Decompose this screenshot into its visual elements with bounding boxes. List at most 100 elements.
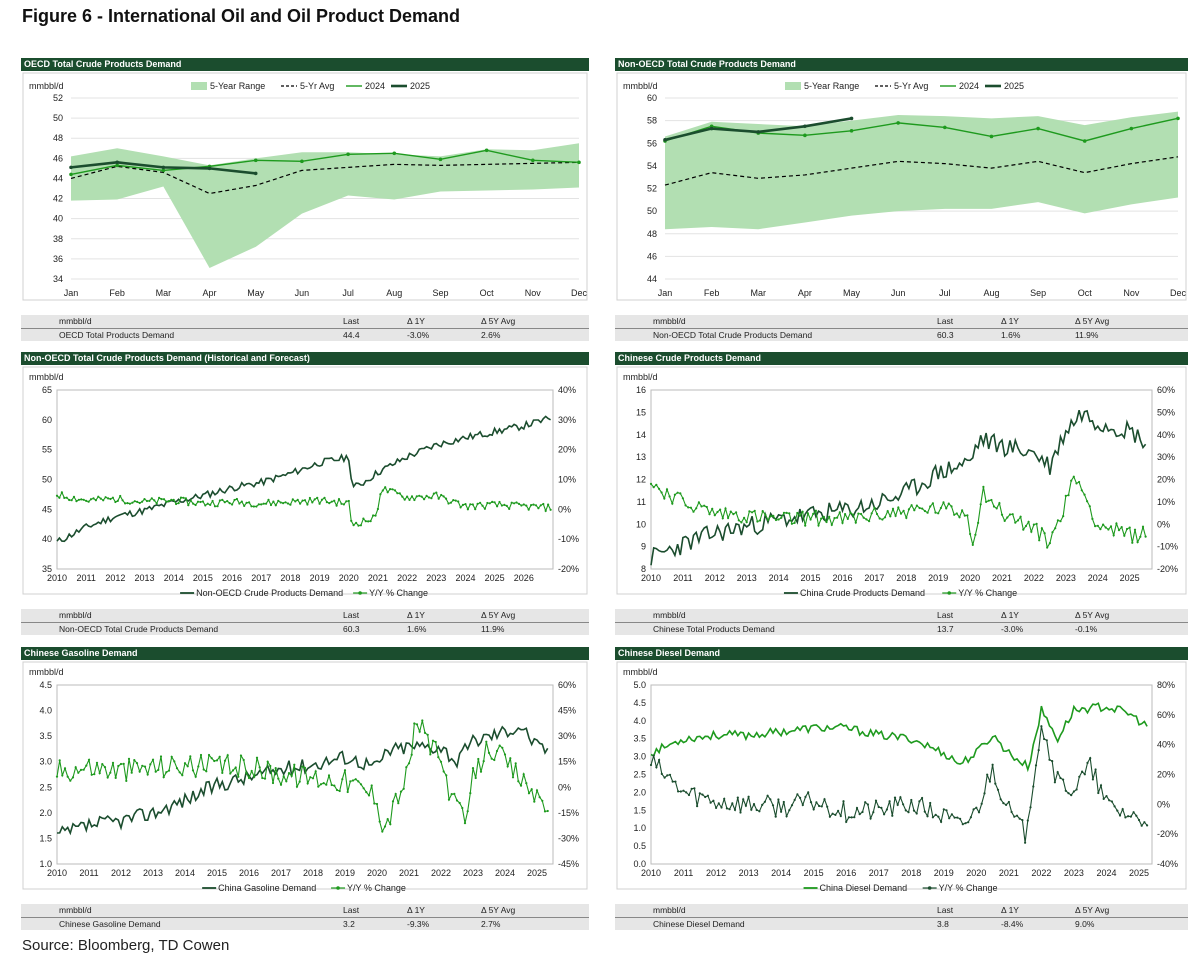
- x-tick-label: 2018: [303, 868, 323, 878]
- series-yoy-point: [942, 808, 945, 811]
- series-yoy-point: [274, 504, 277, 507]
- series-yoy-point: [101, 763, 104, 766]
- series-yoy-point: [1051, 531, 1054, 534]
- stats-d5y: 2.6%: [481, 330, 501, 340]
- series-yoy-point: [956, 816, 959, 819]
- series-yoy-point: [850, 816, 853, 819]
- series-yoy-point: [1113, 805, 1116, 808]
- legend-label: China Crude Products Demand: [800, 588, 925, 598]
- x-tick-label: Jan: [658, 288, 673, 298]
- x-tick-label: Nov: [1123, 288, 1140, 298]
- x-tick-label: Apr: [798, 288, 812, 298]
- stats-d1y: -9.3%: [407, 919, 430, 929]
- x-tick-label: 2017: [271, 868, 291, 878]
- series-yoy-point: [687, 793, 691, 797]
- series-yoy-point: [447, 798, 451, 801]
- series-yoy-point: [535, 789, 539, 792]
- stats-table: mmbbl/d Last Δ 1Y Δ 5Y Avg Non-OECD Total C…: [615, 315, 1188, 341]
- y-axis-label: mmbbl/d: [623, 667, 658, 677]
- series-yoy-point: [910, 504, 913, 507]
- stats-name: Chinese Diesel Demand: [653, 919, 745, 929]
- series-yoy-point: [663, 497, 666, 500]
- plot-frame: [616, 366, 1187, 595]
- series-yoy-point: [799, 796, 802, 799]
- series-yoy-point: [1070, 479, 1073, 482]
- series-yoy-point: [1051, 760, 1054, 763]
- stats-d1y-header: Δ 1Y: [1001, 905, 1019, 915]
- series-yoy-point: [149, 763, 152, 766]
- y-tick-label: 8: [641, 564, 646, 574]
- series-yoy-point: [172, 498, 175, 501]
- series-yoy-point: [170, 755, 173, 758]
- series-yoy-point: [1116, 809, 1119, 812]
- series-yoy-point: [498, 500, 501, 504]
- series-yoy-point: [434, 740, 437, 744]
- series-yoy-point: [238, 502, 241, 505]
- series-yoy-point: [769, 798, 772, 801]
- series-yoy-point: [652, 754, 655, 757]
- stats-last-header: Last: [343, 905, 360, 915]
- series-yoy-point: [335, 788, 339, 792]
- series-yoy-point: [801, 803, 804, 807]
- stats-last: 60.3: [937, 330, 954, 340]
- series-yoy-point: [386, 491, 389, 494]
- series-yoy-point: [373, 802, 376, 805]
- series-yoy-point: [988, 780, 991, 783]
- series-2024-point: [849, 129, 854, 133]
- series-yoy-point: [466, 508, 469, 511]
- x-tick-label: 2015: [804, 868, 824, 878]
- series-yoy-point: [430, 497, 433, 500]
- series-yoy-point: [700, 505, 703, 508]
- series-yoy-point: [234, 766, 237, 769]
- series-yoy-point: [255, 505, 258, 508]
- panel-china-gasoline: Chinese Gasoline Demand mmbbl/d 1.0 1.5 2.0…: [21, 647, 589, 932]
- y-tick-label: 60: [647, 93, 657, 103]
- y-tick-label: 36: [53, 254, 63, 264]
- y-tick-label: 0.0: [633, 859, 646, 869]
- panel-china-crude: Chinese Crude Products Demand mmbbl/d 8 9 1…: [615, 352, 1188, 637]
- series-2024-point: [161, 168, 166, 173]
- series-yoy-point: [937, 512, 940, 515]
- series-yoy-point: [1000, 513, 1004, 516]
- series-yoy-point: [369, 520, 372, 523]
- series-yoy-point: [93, 773, 96, 776]
- stats-table: mmbbl/d Last Δ 1Y Δ 5Y Avg OECD Total Produ…: [21, 315, 589, 341]
- series-yoy-point: [875, 512, 879, 516]
- stats-d1y-header: Δ 1Y: [407, 316, 425, 326]
- panel-title: Chinese Gasoline Demand: [21, 647, 589, 660]
- series-yoy-point: [405, 766, 408, 769]
- series-yoy-point: [415, 723, 419, 726]
- series-yoy-point: [1144, 535, 1147, 538]
- series-yoy-point: [306, 782, 309, 785]
- series-yoy-point: [774, 518, 778, 522]
- series-yoy-point: [77, 771, 80, 774]
- series-yoy-point: [1108, 799, 1111, 802]
- series-yoy-point: [891, 507, 895, 510]
- series-yoy-point: [814, 509, 817, 512]
- y-axis-label: mmbbl/d: [623, 81, 658, 91]
- series-yoy-point: [374, 514, 377, 517]
- figure-title: Figure 6 - International Oil and Oil Pro…: [22, 6, 461, 26]
- series-yoy-point: [753, 509, 756, 512]
- series-yoy-point: [955, 512, 958, 515]
- y-tick-label: 50: [42, 475, 52, 485]
- series-yoy-point: [1123, 534, 1126, 537]
- series-yoy-point: [681, 497, 684, 500]
- plot-frame: [22, 72, 588, 301]
- series-yoy-point: [1110, 800, 1113, 803]
- series-yoy-point: [293, 763, 296, 766]
- series-yoy-point: [479, 770, 483, 773]
- x-tick-label: 2012: [105, 573, 125, 583]
- series-yoy-point: [958, 516, 961, 519]
- series-2024-point: [484, 148, 489, 153]
- series-yoy-point: [262, 502, 265, 505]
- series-yoy-point: [763, 800, 766, 803]
- series-yoy-point: [539, 504, 542, 507]
- series-yoy-point: [199, 500, 202, 504]
- series-yoy-point: [1102, 523, 1105, 526]
- series-2024-point: [1176, 116, 1180, 121]
- series-yoy-point: [1088, 505, 1091, 508]
- series-yoy-point: [725, 807, 728, 810]
- stats-name: Non-OECD Total Crude Products Demand: [59, 624, 219, 634]
- series-yoy-point: [131, 501, 134, 504]
